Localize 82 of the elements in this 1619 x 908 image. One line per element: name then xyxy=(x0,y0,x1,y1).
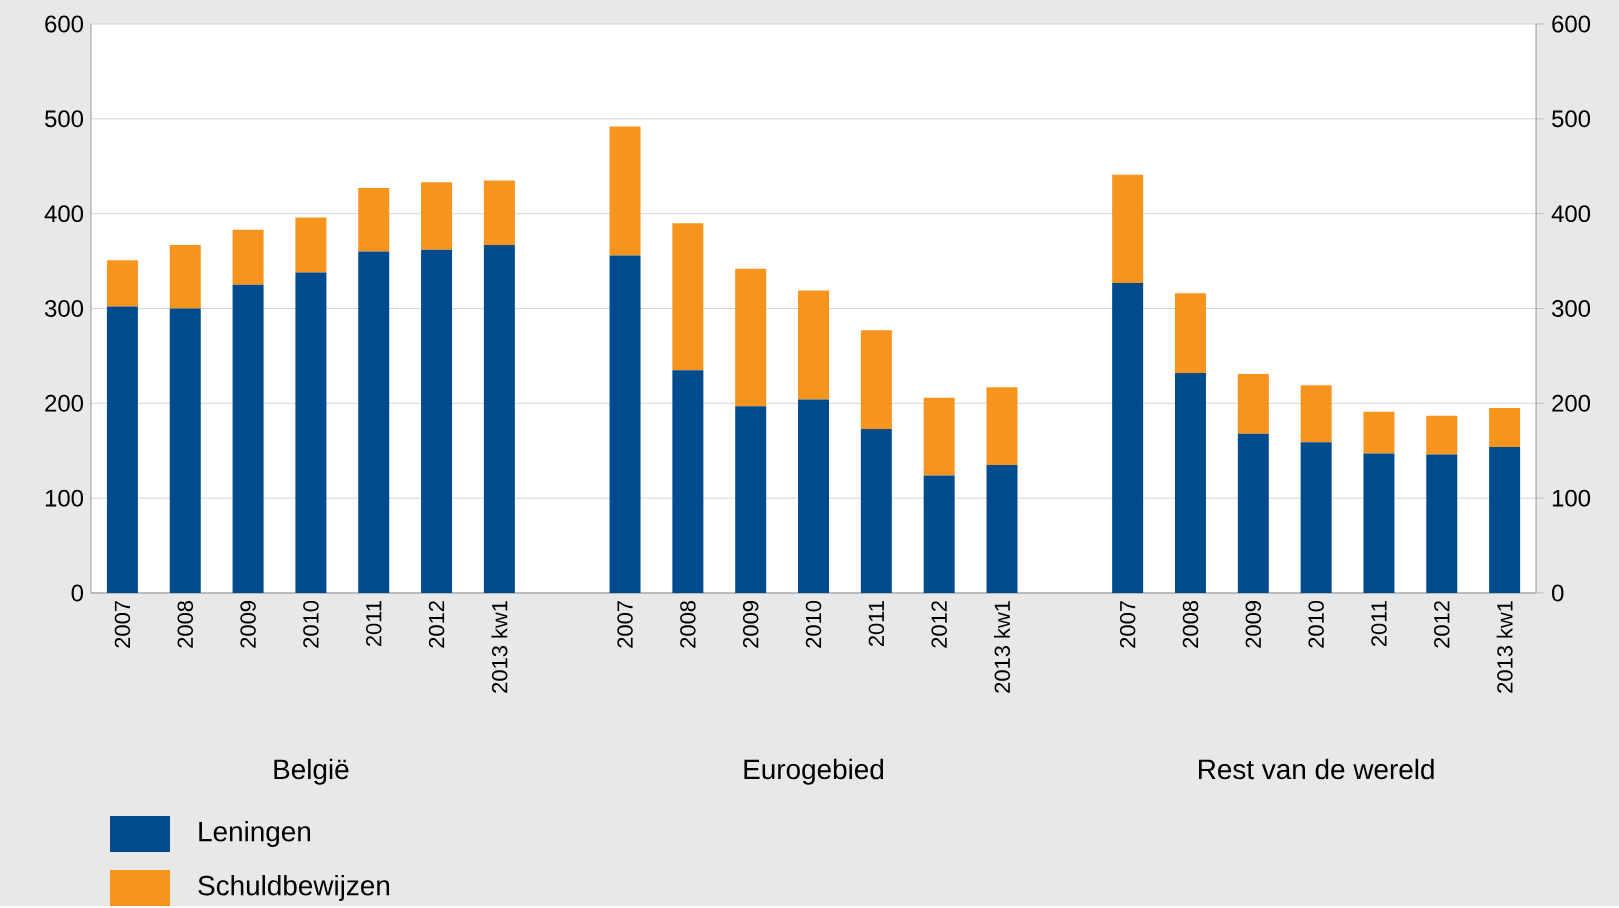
y2-tick-label: 200 xyxy=(45,395,84,412)
x-tick-label: 2011 xyxy=(365,601,382,647)
bar xyxy=(1489,408,1521,448)
x-tick-label: 2007 xyxy=(114,601,131,648)
bar xyxy=(986,465,1018,594)
bar xyxy=(672,370,704,594)
bar xyxy=(232,229,264,285)
x-tick-label: 2010 xyxy=(805,601,822,648)
bar xyxy=(609,255,641,594)
y-tick-label: 100 xyxy=(1552,489,1591,507)
y-tick-label: 500 xyxy=(1552,110,1591,128)
x-tick-label: 2008 xyxy=(177,601,194,648)
bar xyxy=(735,406,767,594)
bar xyxy=(169,308,201,594)
x-tick-label: 2007 xyxy=(1119,601,1136,648)
legend-label: Leningen xyxy=(199,821,311,848)
bar xyxy=(1489,447,1521,594)
bar xyxy=(986,387,1018,466)
bar xyxy=(1237,433,1269,594)
y2-tick-label: 400 xyxy=(44,205,84,223)
bar xyxy=(1363,412,1395,454)
bar xyxy=(1112,174,1144,284)
y2-tick-label: 0 xyxy=(71,584,84,602)
bar xyxy=(421,249,453,594)
bar xyxy=(609,126,641,256)
text: België xyxy=(274,758,349,785)
x-tick-label: 2009 xyxy=(742,601,759,648)
y2-tick-label: 600 xyxy=(45,15,84,33)
y-tick-label: 0 xyxy=(1552,584,1564,602)
y2-tick-label: 500 xyxy=(45,110,84,128)
bar xyxy=(1300,442,1332,594)
bar xyxy=(106,306,138,594)
text: Rest van de wereld xyxy=(1199,758,1434,780)
x-tick-label: 2013 kw1 xyxy=(491,601,508,693)
bar xyxy=(798,290,830,400)
x-tick-label: 2012 xyxy=(931,601,947,648)
x-tick-label: 2012 xyxy=(1434,601,1450,648)
x-tick-label: 2009 xyxy=(1245,601,1262,648)
bar xyxy=(106,260,138,307)
legend-label: Schuldbewijzen xyxy=(198,875,390,902)
x-tick-label: 2009 xyxy=(240,601,256,648)
y-tick-label: 600 xyxy=(1552,15,1591,33)
bar xyxy=(672,223,704,371)
bar xyxy=(295,217,327,273)
bar xyxy=(860,429,892,594)
bar xyxy=(735,268,767,407)
bar xyxy=(358,251,390,594)
y-tick-label: 200 xyxy=(1552,395,1591,412)
bar xyxy=(1363,453,1395,594)
bar xyxy=(1426,415,1458,455)
x-tick-label: 2008 xyxy=(1182,601,1199,648)
x-tick-label: 2013 kw1 xyxy=(993,601,1011,693)
y2-tick-label: 300 xyxy=(44,300,84,318)
bar xyxy=(923,475,955,594)
bar xyxy=(1300,385,1332,443)
bar xyxy=(483,245,515,594)
bar xyxy=(421,182,453,250)
bar xyxy=(295,272,327,594)
bar xyxy=(923,397,955,476)
text: Eurogebied xyxy=(744,758,884,785)
bar xyxy=(1237,374,1269,434)
x-tick-label: 2010 xyxy=(1308,601,1324,648)
x-tick-label: 2012 xyxy=(428,601,445,648)
x-tick-label: 2011 xyxy=(1371,601,1387,647)
x-tick-label: 2010 xyxy=(303,601,319,648)
bar xyxy=(860,330,892,430)
bar xyxy=(798,399,830,594)
x-tick-label: 2011 xyxy=(868,601,885,647)
x-tick-label: 2008 xyxy=(680,601,696,648)
y2-tick-label: 100 xyxy=(45,489,84,507)
bar xyxy=(358,188,390,252)
y-tick-label: 300 xyxy=(1551,300,1591,318)
bar xyxy=(1174,373,1206,594)
bar xyxy=(1426,454,1458,594)
bar xyxy=(1112,283,1144,594)
bar xyxy=(483,180,515,246)
bar xyxy=(169,245,201,309)
x-tick-label: 2013 kw1 xyxy=(1496,601,1513,693)
bar xyxy=(232,284,264,594)
bar xyxy=(1174,293,1206,374)
y-tick-label: 400 xyxy=(1551,205,1591,223)
x-tick-label: 2007 xyxy=(617,601,633,648)
